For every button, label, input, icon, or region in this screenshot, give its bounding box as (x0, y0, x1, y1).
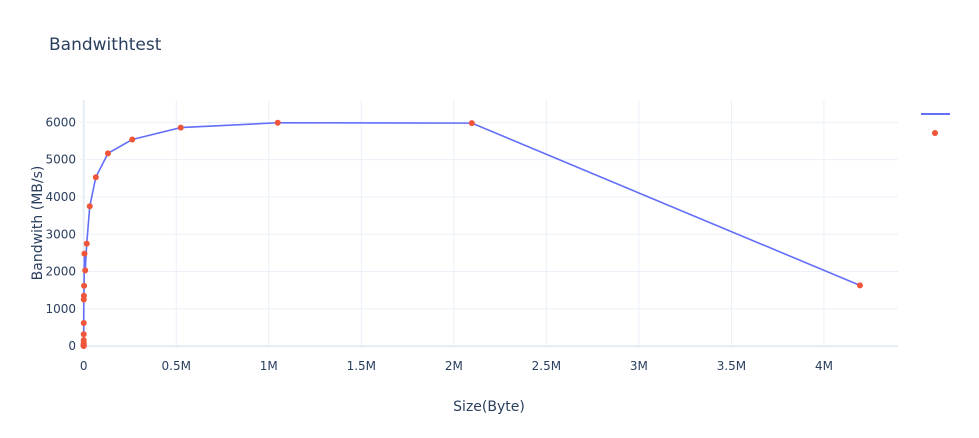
data-point[interactable] (104, 150, 111, 157)
data-point[interactable] (83, 240, 90, 247)
x-tick-label: 3M (630, 359, 648, 373)
data-point[interactable] (468, 120, 475, 127)
x-tick-label: 4M (815, 359, 833, 373)
grid (80, 100, 898, 348)
data-point[interactable] (80, 331, 87, 338)
data-point[interactable] (81, 250, 88, 257)
y-axis-ticks: 0 1000 2000 3000 4000 5000 6000 (45, 115, 76, 353)
data-point[interactable] (274, 119, 281, 126)
x-axis-title: Size(Byte) (453, 399, 525, 415)
data-point[interactable] (856, 282, 863, 289)
data-point[interactable] (80, 320, 87, 327)
data-point[interactable] (80, 292, 87, 299)
data-point[interactable] (129, 136, 136, 143)
y-tick-label: 0 (68, 339, 76, 353)
x-tick-label: 1.5M (347, 359, 376, 373)
x-tick-label: 0.5M (162, 359, 191, 373)
x-tick-label: 2.5M (532, 359, 561, 373)
data-point[interactable] (86, 203, 93, 210)
legend[interactable] (921, 113, 950, 136)
x-tick-label: 1M (260, 359, 278, 373)
x-tick-label: 3.5M (717, 359, 746, 373)
data-point[interactable] (82, 267, 89, 274)
y-tick-label: 2000 (45, 265, 76, 279)
series-markers (80, 119, 863, 349)
chart-title: Bandwithtest (49, 35, 162, 55)
x-axis-ticks: 0 0.5M 1M 1.5M 2M 2.5M 3M 3.5M 4M (80, 359, 833, 373)
x-tick-label: 0 (80, 359, 88, 373)
y-tick-label: 1000 (45, 302, 76, 316)
data-point[interactable] (92, 174, 99, 181)
legend-marker-swatch[interactable] (932, 130, 938, 136)
y-tick-label: 4000 (45, 190, 76, 204)
y-tick-label: 6000 (45, 115, 76, 129)
data-point[interactable] (80, 337, 87, 344)
y-axis-title: Bandwith (MB/s) (30, 166, 46, 281)
data-point[interactable] (177, 124, 184, 131)
y-tick-label: 3000 (45, 227, 76, 241)
x-tick-label: 2M (445, 359, 463, 373)
y-tick-label: 5000 (45, 153, 76, 167)
data-point[interactable] (81, 282, 88, 289)
